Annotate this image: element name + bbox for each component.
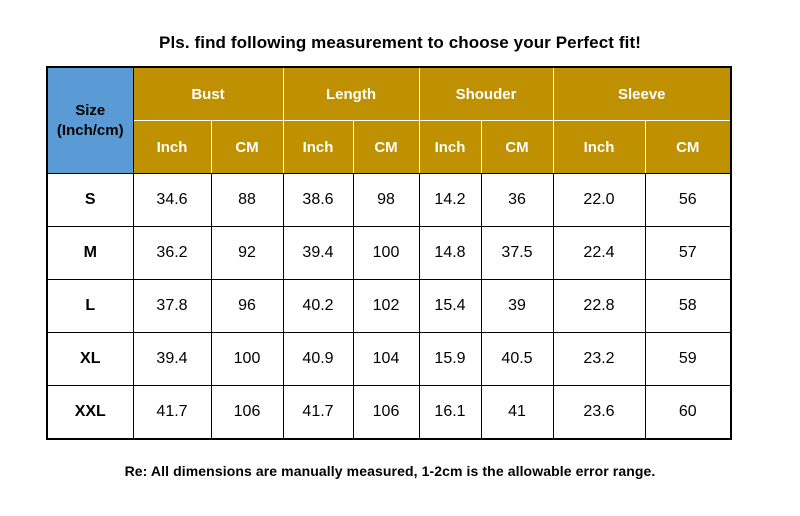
size-column-header: Size (Inch/cm) [46,66,134,174]
table-cell: 34.6 [132,173,212,227]
unit-header-bust-inch: Inch [132,120,212,174]
table-cell: 36 [480,173,554,227]
table-cell: 100 [352,226,420,280]
unit-header-shoulder-inch: Inch [418,120,482,174]
table-cell: 100 [210,332,284,386]
table-cell: 56 [644,173,732,227]
header-length: Length [282,66,420,121]
table-cell: 59 [644,332,732,386]
header-unit-row: Inch CM Inch CM Inch CM Inch CM [47,120,732,174]
table-cell: 14.8 [418,226,482,280]
table-cell: 36.2 [132,226,212,280]
table-row: XXL 41.7 106 41.7 106 16.1 41 23.6 60 [46,385,732,440]
unit-header-sleeve-inch: Inch [552,120,646,174]
table-cell: 98 [352,173,420,227]
unit-header-bust-cm: CM [210,120,284,174]
table-cell: 39.4 [132,332,212,386]
header-bust: Bust [132,66,284,121]
page-title: Pls. find following measurement to choos… [159,33,641,52]
table-cell: 15.9 [418,332,482,386]
table-cell: 41.7 [282,385,354,440]
table-cell: 40.2 [282,279,354,333]
size-label: XXL [46,385,134,440]
table-row: S 34.6 88 38.6 98 14.2 36 22.0 56 [46,173,732,227]
header-sleeve: Sleeve [552,66,732,121]
table-cell: 106 [352,385,420,440]
table-cell: 60 [644,385,732,440]
unit-header-shoulder-cm: CM [480,120,554,174]
table-cell: 40.5 [480,332,554,386]
table-cell: 14.2 [418,173,482,227]
unit-header-length-inch: Inch [282,120,354,174]
table-row: XL 39.4 100 40.9 104 15.9 40.5 23.2 59 [46,332,732,386]
table-cell: 38.6 [282,173,354,227]
table-cell: 22.4 [552,226,646,280]
table-cell: 37.5 [480,226,554,280]
table-row: M 36.2 92 39.4 100 14.8 37.5 22.4 57 [46,226,732,280]
table-cell: 41 [480,385,554,440]
unit-header-sleeve-cm: CM [644,120,732,174]
table-cell: 39 [480,279,554,333]
table-cell: 96 [210,279,284,333]
table-cell: 57 [644,226,732,280]
size-label: M [46,226,134,280]
unit-header-length-cm: CM [352,120,420,174]
table-cell: 39.4 [282,226,354,280]
table-cell: 88 [210,173,284,227]
table-cell: 92 [210,226,284,280]
table-cell: 104 [352,332,420,386]
table-row: L 37.8 96 40.2 102 15.4 39 22.8 58 [46,279,732,333]
table-cell: 23.6 [552,385,646,440]
table-cell: 22.0 [552,173,646,227]
size-label: XL [46,332,134,386]
table-cell: 15.4 [418,279,482,333]
table-cell: 16.1 [418,385,482,440]
table-cell: 102 [352,279,420,333]
size-chart-table: Size (Inch/cm) Bust Length Shouder Sleev… [46,66,733,440]
header-group-row: Size (Inch/cm) Bust Length Shouder Sleev… [46,66,732,174]
table-cell: 106 [210,385,284,440]
size-header-unit: (Inch/cm) [56,121,124,139]
size-label: L [46,279,134,333]
footnote: Re: All dimensions are manually measured… [124,463,656,479]
size-header-label: Size [75,101,106,119]
table-cell: 23.2 [552,332,646,386]
header-shoulder: Shouder [418,66,554,121]
table-cell: 37.8 [132,279,212,333]
table-cell: 41.7 [132,385,212,440]
table-cell: 58 [644,279,732,333]
table-cell: 22.8 [552,279,646,333]
size-label: S [46,173,134,227]
table-cell: 40.9 [282,332,354,386]
